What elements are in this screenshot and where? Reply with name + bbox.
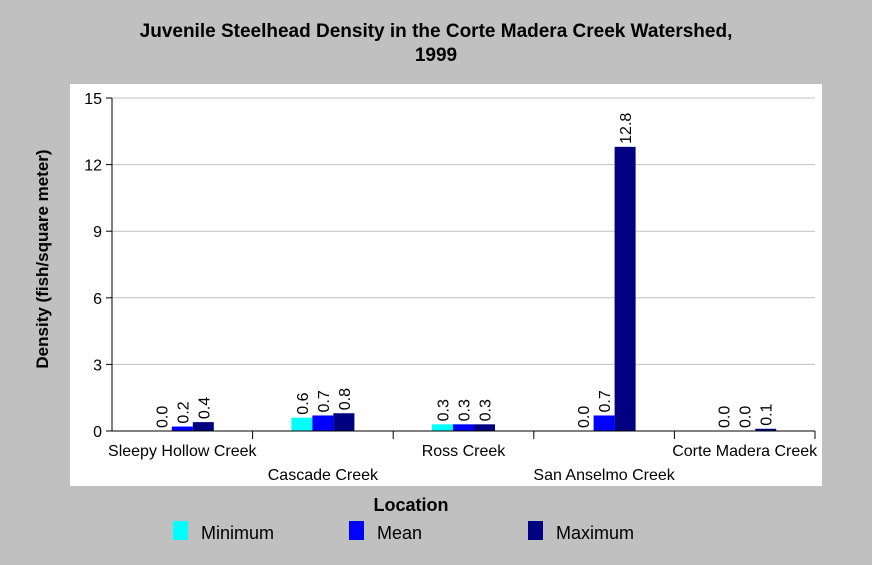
y-tick-label: 9 [93, 224, 102, 241]
y-tick-label: 12 [84, 158, 102, 175]
legend-swatch-minimum [173, 521, 188, 540]
data-label: 0.1 [759, 403, 776, 425]
bar [171, 426, 193, 431]
legend-swatch-mean [349, 521, 364, 540]
bar [474, 424, 495, 431]
data-label: 0.7 [316, 390, 333, 412]
x-tick-label: San Anselmo Creek [533, 467, 675, 484]
x-tick-label: Cascade Creek [268, 467, 379, 484]
y-tick-label: 3 [93, 357, 102, 374]
y-tick-label: 15 [84, 91, 102, 108]
legend-label-minimum: Minimum [201, 523, 275, 543]
data-label: 0.0 [154, 406, 171, 428]
bar [593, 415, 615, 431]
x-tick-label: Corte Madera Creek [672, 443, 818, 460]
chart-title: Juvenile Steelhead Density in the Corte … [0, 20, 872, 68]
chart-title-line-2: 1999 [414, 45, 458, 66]
data-label: 0.7 [597, 390, 614, 412]
data-label: 0.3 [478, 399, 495, 421]
data-label: 0.6 [295, 392, 312, 414]
gridlines [112, 97, 815, 365]
data-label: 0.3 [457, 399, 474, 421]
bar [291, 417, 313, 431]
data-label: 0.0 [717, 406, 734, 428]
chart-title-line-1: Juvenile Steelhead Density in the Corte … [139, 21, 733, 42]
bar [755, 428, 777, 431]
bar [312, 415, 334, 431]
y-axis-label: Density (fish/square meter) [33, 149, 52, 368]
y-tick-label: 0 [93, 424, 102, 441]
x-tick-label: Ross Creek [422, 443, 507, 460]
data-labels: 0.0 0.2 0.4 0.6 0.7 0.8 0.3 0.3 0.3 0.00.712.80.0… [154, 113, 775, 428]
legend-label-mean: Mean [377, 523, 423, 543]
data-label: 0.4 [196, 397, 213, 419]
bar [432, 424, 453, 431]
data-label: 0.0 [738, 406, 755, 428]
bar [333, 413, 355, 431]
bar [614, 146, 636, 431]
data-label: 0.0 [576, 406, 593, 428]
bars [171, 146, 777, 431]
x-tick-label: Sleepy Hollow Creek [108, 443, 258, 460]
data-label: 0.2 [175, 401, 192, 423]
data-label: 0.3 [436, 399, 453, 421]
plot-area [70, 84, 822, 486]
legend-label-maximum: Maximum [556, 523, 635, 543]
legend-swatch-maximum [528, 521, 543, 540]
bar [192, 422, 214, 431]
data-label: 0.8 [337, 388, 354, 410]
axes: 0 3 6 9 12 15 Sleepy Hollow Creek Cascade Creek… [84, 91, 818, 484]
bar [453, 424, 474, 431]
y-tick-label: 6 [93, 291, 102, 308]
x-axis-label: Location [373, 495, 449, 515]
data-label: 12.8 [618, 113, 635, 144]
